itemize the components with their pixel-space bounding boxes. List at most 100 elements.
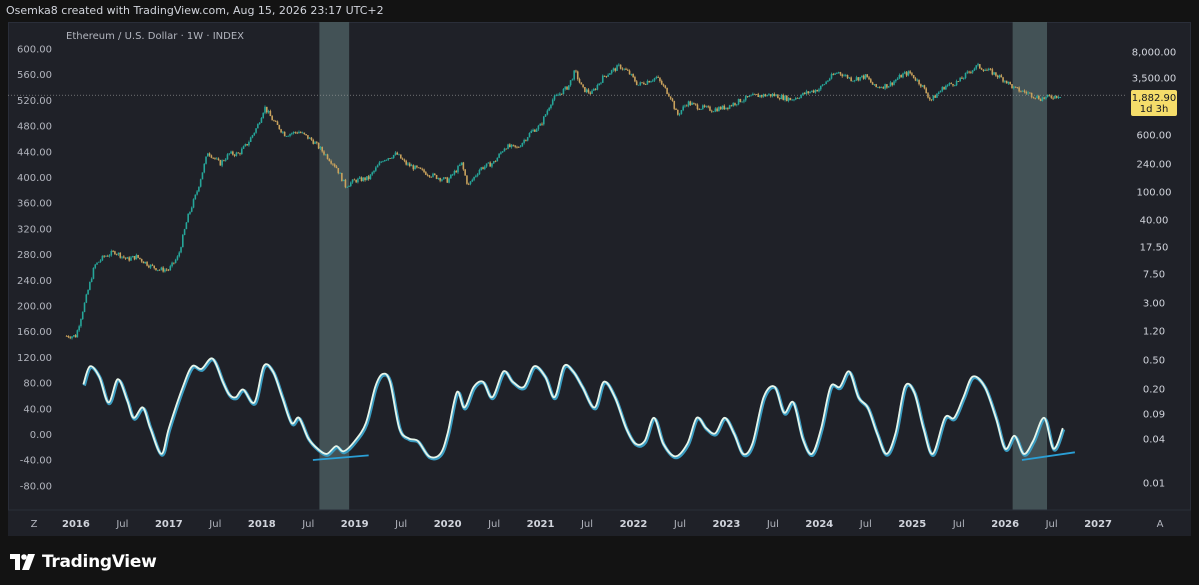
price-candle (278, 124, 281, 130)
right-axis-tick: 3,500.00 (1132, 74, 1177, 85)
price-candle (709, 105, 711, 112)
left-axis-tick: 440.00 (17, 147, 52, 158)
price-candle (292, 131, 295, 135)
price-candle (805, 89, 808, 96)
price-candle (476, 172, 479, 178)
chart-frame (8, 22, 1191, 536)
price-candle (273, 119, 275, 122)
price-candle (153, 265, 156, 270)
price-candle (987, 67, 990, 72)
time-axis-tick: Jul (1045, 519, 1058, 530)
price-candle (628, 69, 631, 75)
price-candle (855, 75, 858, 81)
price-candle (918, 79, 920, 86)
price-candle (614, 67, 617, 73)
price-candle (346, 186, 349, 189)
price-candle (957, 81, 960, 82)
price-candle (793, 99, 795, 102)
price-candle (1023, 89, 1026, 94)
axis-corner-left[interactable]: Z (31, 519, 38, 530)
price-candle (669, 96, 672, 100)
oscillator-pane (82, 357, 1066, 461)
price-candle (687, 100, 690, 108)
price-candle (925, 87, 928, 94)
price-candle (939, 90, 942, 93)
price-candle (730, 104, 733, 107)
price-candle (258, 122, 261, 125)
price-candle (512, 144, 515, 147)
price-candle (893, 80, 895, 86)
chart[interactable]: 600.00 560.00 520.00 480.00 440.00 400.00 360.… (8, 22, 1191, 536)
right-axis-tick: 0.20 (1143, 385, 1165, 396)
price-candle (844, 73, 847, 77)
price-candle (773, 92, 776, 97)
price-candle (714, 107, 717, 113)
price-candle (898, 73, 901, 80)
price-candle (841, 73, 844, 78)
price-candle (641, 82, 643, 84)
price-candle (907, 70, 910, 77)
price-candle (573, 70, 575, 81)
price-candle (99, 259, 102, 263)
right-axis-tick: 0.01 (1143, 479, 1165, 490)
price-candle (294, 131, 297, 134)
price-candle (832, 72, 835, 76)
price-candle (230, 150, 232, 154)
price-candle (383, 159, 386, 162)
price-candle (943, 86, 945, 90)
price-candle (735, 104, 738, 107)
price-candle (875, 83, 877, 88)
price-candle (94, 263, 97, 270)
price-candle (301, 131, 304, 134)
time-axis-tick: 2020 (434, 519, 462, 530)
price-candle (882, 86, 885, 89)
price-candle (1007, 81, 1010, 85)
price-candle (1050, 94, 1053, 99)
price-candle (912, 75, 915, 79)
price-candle (410, 163, 413, 167)
price-candle (341, 172, 343, 182)
price-candle (887, 86, 890, 88)
left-axis-tick: 360.00 (17, 199, 52, 210)
price-candle (274, 120, 277, 122)
axis-corner-right[interactable]: A (1157, 519, 1164, 530)
price-candle (501, 150, 504, 153)
left-axis-tick: 280.00 (17, 250, 52, 261)
chart-attribution: Osemka8 created with TradingView.com, Au… (6, 4, 384, 17)
price-candle (208, 152, 211, 157)
price-candle (630, 73, 633, 76)
price-candle (517, 146, 520, 148)
price-candle (160, 266, 163, 271)
price-candle (920, 83, 922, 88)
time-axis-tick: 2023 (712, 519, 740, 530)
price-candle (798, 97, 801, 100)
price-candle (750, 94, 752, 97)
price-candle (485, 163, 488, 168)
price-candle (948, 82, 951, 87)
price-candle (721, 105, 724, 110)
price-candle (853, 79, 856, 83)
price-candle (131, 255, 134, 258)
price-candle (741, 101, 743, 103)
price-candle (1045, 96, 1047, 100)
price-candle (560, 93, 563, 96)
price-candle (162, 266, 164, 273)
price-candle (291, 132, 293, 136)
price-candle (684, 104, 686, 108)
price-candle (802, 92, 804, 96)
price-candle (265, 106, 268, 114)
price-candle (542, 116, 545, 126)
price-candle (680, 109, 683, 115)
price-candle (232, 150, 234, 156)
highlight-band-1 (1012, 22, 1048, 510)
price-candle (553, 94, 556, 102)
time-axis: 2016 Jul 2017 Jul 2018 Jul 2019 Jul 2020 Jul 2021 J… (8, 509, 1191, 536)
price-candle (698, 108, 701, 110)
price-candle (412, 164, 415, 171)
price-candle (707, 105, 709, 109)
price-candle (689, 100, 692, 107)
highlight-bands (319, 22, 1048, 510)
left-axis-tick: 40.00 (23, 404, 52, 415)
price-candle (857, 76, 860, 82)
price-candle (691, 101, 693, 106)
